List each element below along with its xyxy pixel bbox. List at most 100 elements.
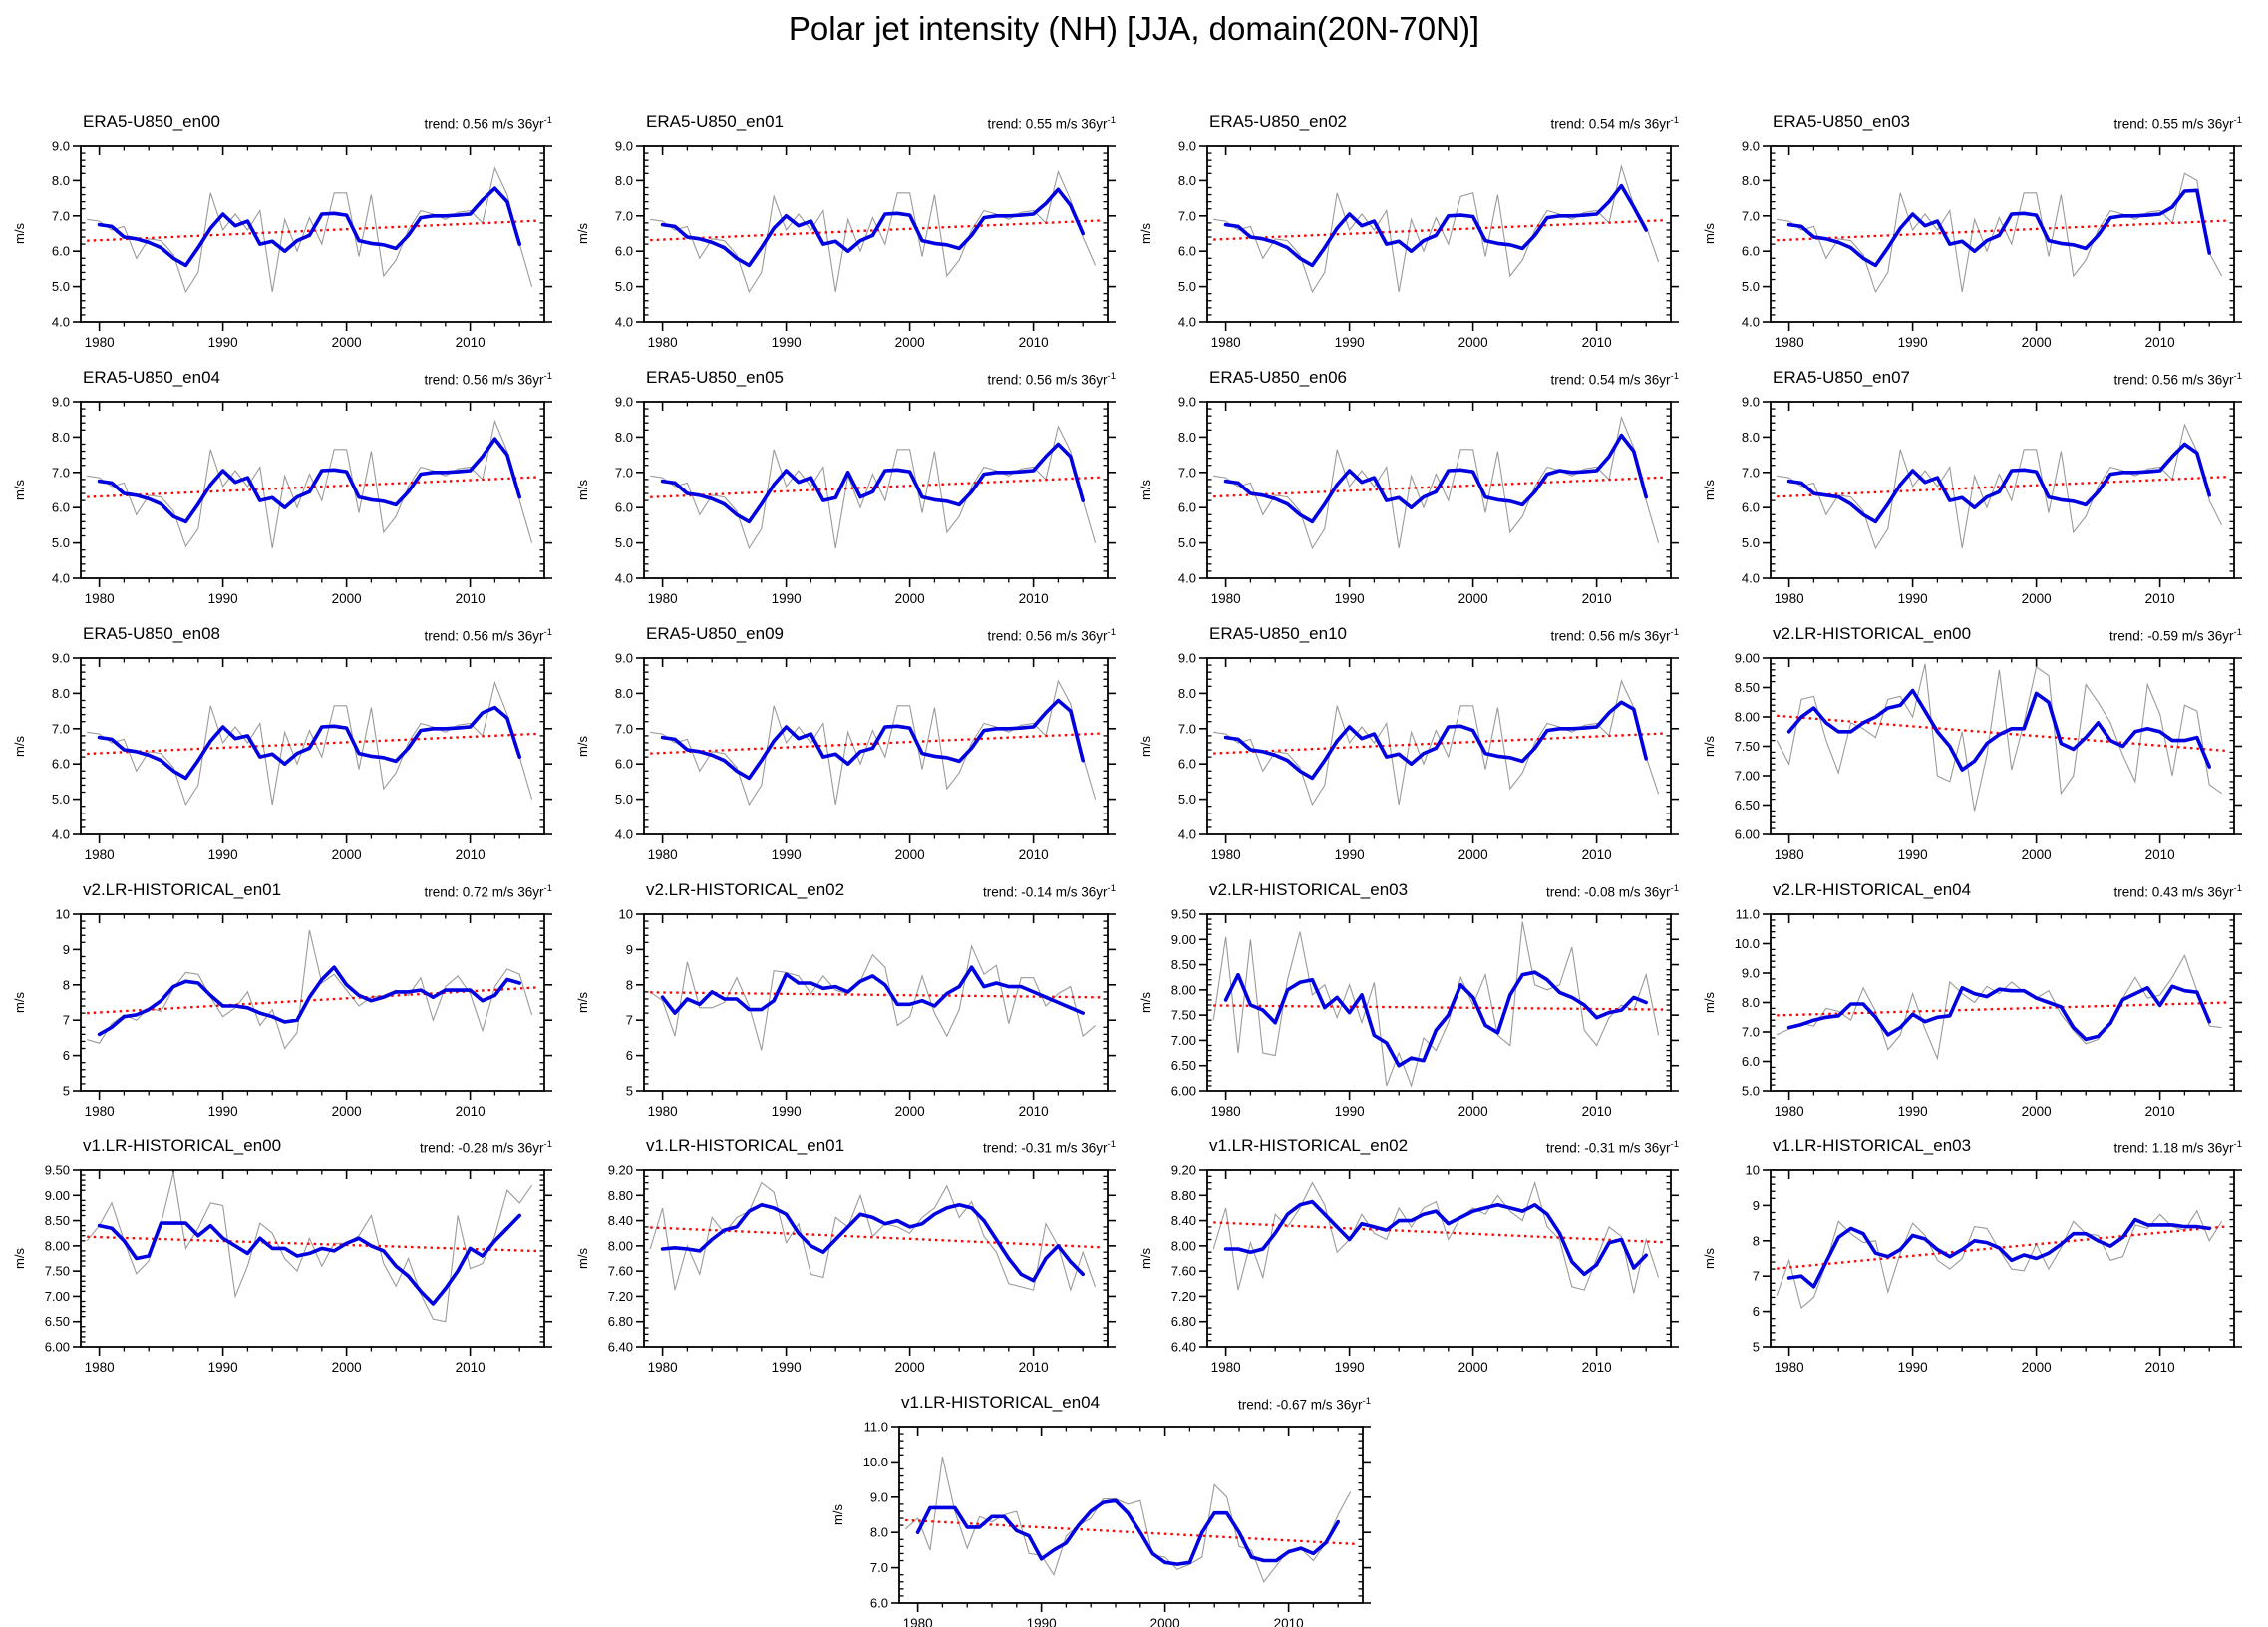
y-axis-unit: m/s (1138, 223, 1153, 244)
svg-text:1980: 1980 (1211, 847, 1241, 862)
panel-plot: 5 6 7 8 9 10 1980 1990 2000 2010 m/s (12, 907, 552, 1119)
svg-text:1990: 1990 (208, 847, 238, 862)
svg-text:8.0: 8.0 (615, 686, 633, 701)
svg-text:1990: 1990 (208, 1104, 238, 1119)
svg-text:6.50: 6.50 (45, 1314, 70, 1329)
svg-text:7.0: 7.0 (1742, 208, 1760, 223)
svg-text:1980: 1980 (1775, 1360, 1804, 1375)
svg-text:6.80: 6.80 (608, 1314, 633, 1329)
svg-text:1980: 1980 (648, 335, 678, 350)
svg-text:2010: 2010 (1582, 1360, 1612, 1375)
svg-text:2010: 2010 (1582, 847, 1612, 862)
svg-text:5.0: 5.0 (52, 535, 70, 550)
panel-plot: 4.0 5.0 6.0 7.0 8.0 9.0 1980 1990 2000 2010 m/s (575, 395, 1116, 606)
svg-text:9.00: 9.00 (45, 1188, 70, 1203)
panel-title: ERA5-U850_en10 (1209, 624, 1347, 643)
panel-title: ERA5-U850_en09 (646, 624, 784, 643)
svg-text:2010: 2010 (1019, 591, 1049, 606)
svg-text:1980: 1980 (1775, 1104, 1804, 1119)
svg-text:1980: 1980 (648, 1360, 678, 1375)
svg-text:7.0: 7.0 (52, 208, 70, 223)
svg-text:2010: 2010 (2145, 1360, 2175, 1375)
svg-text:11.0: 11.0 (864, 1420, 888, 1435)
svg-text:9.0: 9.0 (870, 1489, 888, 1504)
panel-trend-label: trend: 0.43 m/s 36yr-1 (2113, 883, 2242, 900)
svg-text:5: 5 (626, 1084, 633, 1099)
svg-text:6.0: 6.0 (52, 500, 70, 515)
svg-text:6.0: 6.0 (1178, 500, 1196, 515)
chart-panel: v1.LR-HISTORICAL_en00 trend: -0.28 m/s 3… (8, 1115, 571, 1375)
svg-text:8.0: 8.0 (615, 430, 633, 445)
svg-text:2010: 2010 (456, 335, 486, 350)
svg-text:8.50: 8.50 (1171, 957, 1196, 972)
panel-trend-label: trend: 0.54 m/s 36yr-1 (1550, 371, 1679, 388)
svg-text:6.50: 6.50 (1171, 1058, 1196, 1073)
svg-text:2000: 2000 (332, 1104, 362, 1119)
svg-text:7.0: 7.0 (1742, 1025, 1760, 1040)
svg-text:2000: 2000 (332, 1360, 362, 1375)
svg-text:7.0: 7.0 (1178, 208, 1196, 223)
svg-text:7.20: 7.20 (608, 1289, 633, 1304)
svg-text:9: 9 (63, 942, 70, 957)
svg-text:8.0: 8.0 (615, 173, 633, 188)
svg-text:8.80: 8.80 (608, 1188, 633, 1203)
svg-text:8.0: 8.0 (1742, 430, 1760, 445)
svg-text:2010: 2010 (1582, 335, 1612, 350)
chart-panel: ERA5-U850_en06 trend: 0.54 m/s 36yr-1 4.… (1134, 346, 1698, 606)
svg-text:9: 9 (1753, 1198, 1760, 1213)
chart-panel: v1.LR-HISTORICAL_en04 trend: -0.67 m/s 3… (826, 1371, 1390, 1627)
panel-plot: 4.0 5.0 6.0 7.0 8.0 9.0 1980 1990 2000 2010 m/s (1702, 139, 2242, 350)
svg-text:2000: 2000 (2022, 1360, 2052, 1375)
panel-trend-label: trend: -0.59 m/s 36yr-1 (2108, 627, 2242, 644)
panel-title: ERA5-U850_en08 (83, 624, 220, 643)
svg-text:8.40: 8.40 (608, 1213, 633, 1228)
svg-text:1980: 1980 (648, 1104, 678, 1119)
svg-text:2000: 2000 (332, 847, 362, 862)
y-axis-unit: m/s (575, 1248, 590, 1269)
chart-panel: ERA5-U850_en00 trend: 0.56 m/s 36yr-1 4.… (8, 90, 571, 350)
panel-title: v2.LR-HISTORICAL_en00 (1773, 624, 1972, 643)
svg-text:1980: 1980 (85, 591, 115, 606)
panel-title: v1.LR-HISTORICAL_en01 (646, 1137, 845, 1155)
svg-text:7: 7 (626, 1013, 633, 1028)
svg-text:8.00: 8.00 (608, 1238, 633, 1253)
y-axis-unit: m/s (1702, 1248, 1717, 1269)
svg-text:2010: 2010 (456, 1104, 486, 1119)
svg-text:6.0: 6.0 (52, 757, 70, 772)
panel-plot: 6.40 6.80 7.20 7.60 8.00 8.40 8.80 9.20 1980 1990… (1138, 1163, 1679, 1375)
svg-text:7.0: 7.0 (1178, 465, 1196, 480)
svg-text:8.80: 8.80 (1171, 1188, 1196, 1203)
panel-trend-label: trend: 0.56 m/s 36yr-1 (424, 371, 552, 388)
y-axis-unit: m/s (1138, 992, 1153, 1013)
svg-text:8.00: 8.00 (1171, 1238, 1196, 1253)
svg-text:2000: 2000 (2022, 1104, 2052, 1119)
svg-text:7.50: 7.50 (1735, 739, 1760, 754)
svg-text:2000: 2000 (895, 335, 925, 350)
svg-text:7.0: 7.0 (52, 721, 70, 736)
panel-title: v2.LR-HISTORICAL_en04 (1773, 880, 1972, 899)
svg-text:8.00: 8.00 (1171, 982, 1196, 997)
svg-text:1990: 1990 (1335, 1104, 1365, 1119)
svg-text:1990: 1990 (1898, 591, 1928, 606)
y-axis-unit: m/s (1138, 736, 1153, 757)
svg-text:8.40: 8.40 (1171, 1213, 1196, 1228)
svg-text:2010: 2010 (1019, 1360, 1049, 1375)
svg-text:7.0: 7.0 (615, 208, 633, 223)
svg-text:6.0: 6.0 (1742, 1054, 1760, 1069)
svg-text:7.00: 7.00 (1735, 769, 1760, 784)
svg-text:2000: 2000 (1458, 591, 1488, 606)
svg-text:7.0: 7.0 (52, 465, 70, 480)
panel-plot: 4.0 5.0 6.0 7.0 8.0 9.0 1980 1990 2000 2010 m/s (12, 139, 552, 350)
svg-text:4.0: 4.0 (52, 827, 70, 842)
panel-plot: 6.00 6.50 7.00 7.50 8.00 8.50 9.00 9.50 1980 1990… (12, 1163, 552, 1375)
svg-text:6.0: 6.0 (615, 757, 633, 772)
svg-text:2000: 2000 (1458, 847, 1488, 862)
svg-text:2000: 2000 (895, 1104, 925, 1119)
svg-text:2000: 2000 (895, 847, 925, 862)
svg-text:1990: 1990 (772, 847, 802, 862)
chart-panel: ERA5-U850_en10 trend: 0.56 m/s 36yr-1 4.… (1134, 602, 1698, 862)
svg-text:7.0: 7.0 (1742, 465, 1760, 480)
panel-title: v1.LR-HISTORICAL_en00 (83, 1137, 282, 1155)
svg-text:8.0: 8.0 (1178, 686, 1196, 701)
